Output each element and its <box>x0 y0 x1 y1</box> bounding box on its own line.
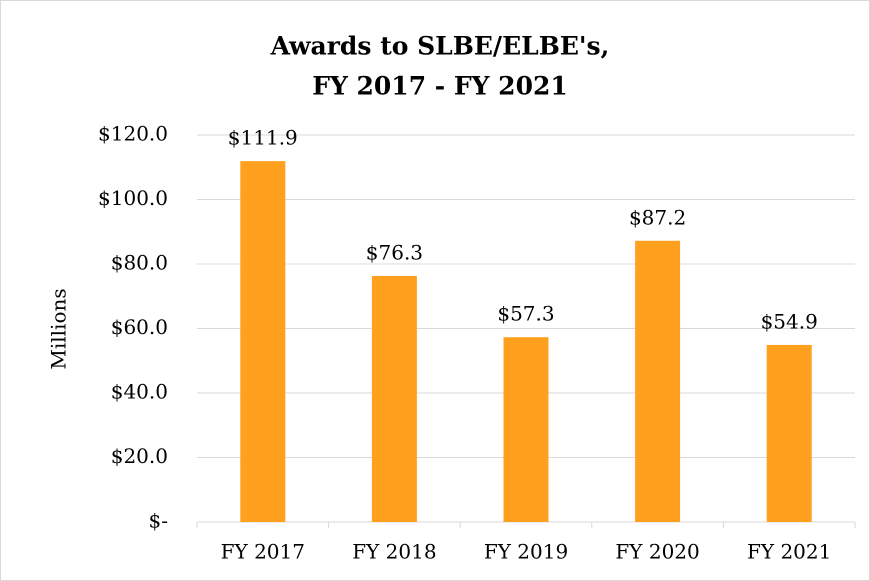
data-label: $54.9 <box>761 309 818 333</box>
bar <box>371 275 417 522</box>
data-label: $87.2 <box>629 205 686 229</box>
x-tick-label: FY 2019 <box>484 540 568 564</box>
y-tick-label: $120.0 <box>98 122 168 146</box>
data-label: $57.3 <box>497 302 554 326</box>
bar <box>240 161 286 522</box>
y-tick-label: $20.0 <box>111 444 168 468</box>
y-tick-label: $60.0 <box>111 315 168 339</box>
bar <box>766 344 812 522</box>
y-tick-label: $100.0 <box>98 186 168 210</box>
x-tick-label: FY 2021 <box>747 540 831 564</box>
bar <box>635 240 681 522</box>
x-tick-label: FY 2018 <box>352 540 436 564</box>
y-tick-label: $40.0 <box>111 380 168 404</box>
data-label: $76.3 <box>366 240 423 264</box>
y-tick-label: $- <box>149 509 168 533</box>
y-tick-label: $80.0 <box>111 251 168 275</box>
bar <box>503 337 549 522</box>
x-tick-label: FY 2017 <box>221 540 305 564</box>
y-axis-label: Millions <box>47 288 71 369</box>
chart-title: Awards to SLBE/ELBE's, <box>270 32 610 61</box>
x-tick-label: FY 2020 <box>615 540 699 564</box>
data-label: $111.9 <box>228 126 298 150</box>
chart-title: FY 2017 - FY 2021 <box>312 72 568 101</box>
